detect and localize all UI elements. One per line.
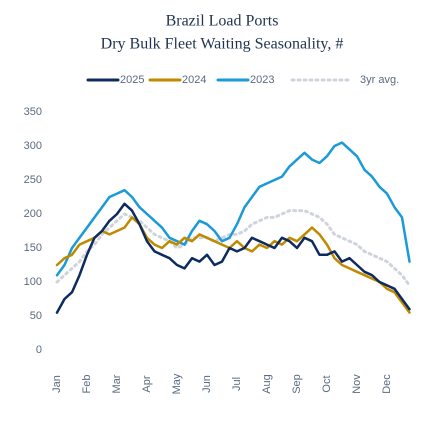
x-tick-label: Sep bbox=[291, 374, 303, 394]
x-tick-label: Jun bbox=[201, 375, 213, 393]
y-tick-label: 0 bbox=[36, 344, 42, 356]
y-tick-label: 200 bbox=[24, 208, 42, 220]
x-tick-label: Dec bbox=[381, 374, 393, 394]
y-tick-label: 50 bbox=[30, 310, 42, 322]
legend-label: 2025 bbox=[120, 74, 144, 86]
legend-label: 3yr avg. bbox=[360, 74, 399, 86]
chart-title: Brazil Load Ports bbox=[166, 13, 279, 30]
y-tick-label: 150 bbox=[24, 242, 42, 254]
x-tick-label: Jul bbox=[231, 377, 243, 391]
series-line bbox=[55, 209, 411, 287]
legend-label: 2023 bbox=[250, 74, 274, 86]
y-tick-label: 300 bbox=[24, 140, 42, 152]
y-tick-label: 100 bbox=[24, 276, 42, 288]
chart-subtitle: Dry Bulk Fleet Waiting Seasonality, # bbox=[101, 36, 344, 53]
x-tick-label: Apr bbox=[141, 375, 153, 392]
y-tick-label: 350 bbox=[24, 106, 42, 118]
x-tick-label: Feb bbox=[81, 375, 93, 394]
y-tick-label: 250 bbox=[24, 174, 42, 186]
x-tick-label: Mar bbox=[111, 374, 123, 393]
series-line bbox=[55, 141, 411, 277]
x-tick-label: Oct bbox=[321, 375, 333, 392]
series-line bbox=[55, 216, 411, 314]
series-line bbox=[55, 202, 411, 314]
legend-label: 2024 bbox=[182, 74, 206, 86]
x-tick-label: Aug bbox=[261, 374, 273, 394]
x-tick-label: Nov bbox=[351, 374, 363, 394]
x-tick-label: Jan bbox=[51, 375, 63, 393]
x-tick-label: May bbox=[171, 373, 183, 394]
